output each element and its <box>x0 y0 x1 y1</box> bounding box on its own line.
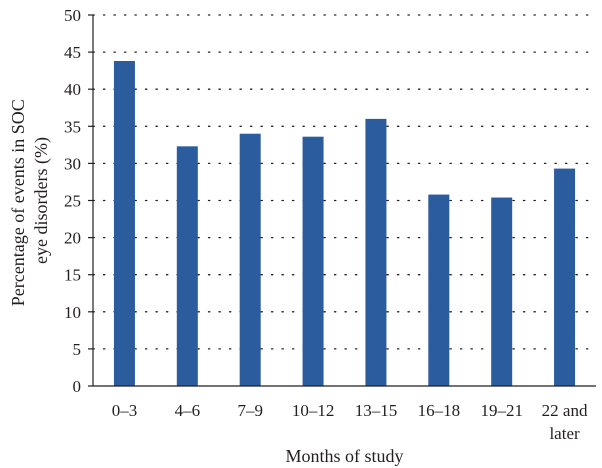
x-tick-label: 0–3 <box>112 401 138 420</box>
y-axis-title: Percentage of events in SOC eye disorder… <box>8 95 52 306</box>
gridlines <box>92 14 597 350</box>
y-axis-title-line-2: eye disorders (%) <box>31 137 52 264</box>
y-tick-label: 25 <box>64 192 81 211</box>
x-tick-label: 10–12 <box>292 401 335 420</box>
y-tick-label: 40 <box>64 80 81 99</box>
x-tick-label: 13–15 <box>355 401 398 420</box>
y-tick-label: 0 <box>73 377 82 396</box>
bar <box>302 136 324 386</box>
bar <box>491 197 513 386</box>
bar <box>113 61 135 387</box>
bars <box>113 61 576 387</box>
bar <box>176 146 198 386</box>
y-tick-label: 5 <box>73 340 82 359</box>
y-axis-title-line-1: Percentage of events in SOC <box>8 99 28 306</box>
y-tick-label: 35 <box>64 117 81 136</box>
x-tick-label: 16–18 <box>418 401 461 420</box>
bar <box>428 194 450 386</box>
y-tick-label: 10 <box>64 303 81 322</box>
y-tick-label: 15 <box>64 266 81 285</box>
bar <box>239 133 261 386</box>
y-tick-label: 45 <box>64 43 81 62</box>
y-tick-label: 50 <box>64 6 81 25</box>
x-tick-label: 22 and later <box>542 401 588 443</box>
y-tick-label: 20 <box>64 229 81 248</box>
x-tick-label: 4–6 <box>175 401 201 420</box>
x-tick-label: 19–21 <box>480 401 523 420</box>
y-tick-label: 30 <box>64 154 81 173</box>
bar <box>554 168 576 386</box>
bar <box>365 118 387 386</box>
x-tick-label: 7–9 <box>237 401 263 420</box>
x-axis-title: Months of study <box>285 446 403 466</box>
y-axis-ticks: 0 5 10 15 20 25 30 35 40 45 50 <box>64 6 93 396</box>
x-axis-ticks: 0–3 4–6 7–9 10–12 13–15 16–18 19–21 22 and later <box>112 401 588 443</box>
